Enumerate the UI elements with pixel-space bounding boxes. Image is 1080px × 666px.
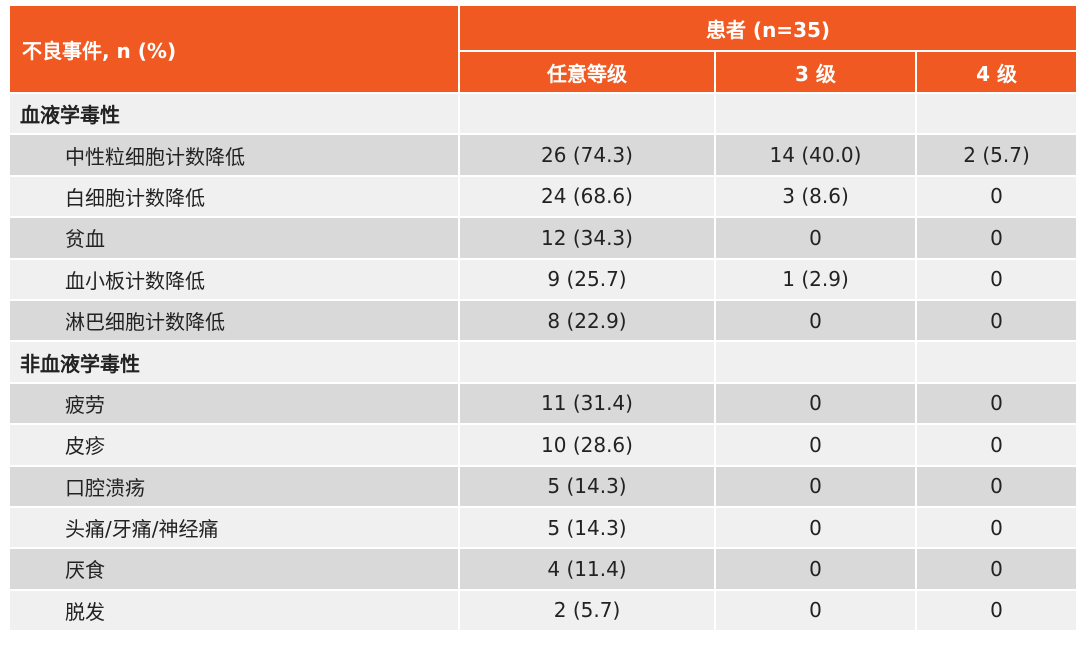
event-name: 头痛/牙痛/神经痛 [8,505,460,550]
section-row: 非血液学毒性 [8,340,1079,384]
event-name: 厌食 [8,547,460,591]
event-name: 白细胞计数降低 [8,174,460,219]
cell-value: 11 (31.4) [458,381,716,426]
section-title: 非血液学毒性 [8,340,460,384]
cell-value: 0 [714,381,917,426]
empty-cell [914,340,1079,384]
cell-value: 12 (34.3) [458,216,716,260]
event-name: 皮疹 [8,423,460,467]
grade-header-row: 任意等级 3 级 4 级 [9,50,1079,94]
empty-cell [714,340,917,384]
cell-value: 1 (2.9) [714,257,917,301]
cell-value: 2 (5.7) [914,133,1079,177]
cell-value: 0 [914,174,1079,219]
data-row: 厌食 4 (11.4) 0 0 [8,547,1079,591]
cell-value: 0 [714,505,917,550]
cell-value: 0 [714,464,917,508]
empty-cell [714,91,917,136]
cell-value: 4 (11.4) [458,547,716,591]
cell-value: 0 [714,547,917,591]
cell-value: 9 (25.7) [458,257,716,301]
cell-value: 3 (8.6) [714,174,917,219]
table-body: 血液学毒性 中性粒细胞计数降低 26 (74.3) 14 (40.0) 2 (5.7) 白… [8,91,1079,633]
cell-value: 0 [714,298,917,343]
cell-value: 8 (22.9) [458,298,716,343]
adverse-events-table: 不良事件, n (%) 患者 (n=35) 任意等级 3 级 4 级 血液学毒性… [8,4,1079,633]
cell-value: 0 [714,423,917,467]
event-name: 中性粒细胞计数降低 [8,133,460,177]
cell-value: 0 [914,505,1079,550]
cell-value: 0 [714,216,917,260]
grade-header: 3 级 [714,50,917,94]
cell-value: 24 (68.6) [458,174,716,219]
data-row: 贫血 12 (34.3) 0 0 [8,216,1079,260]
cell-value: 0 [914,588,1079,633]
cell-value: 5 (14.3) [458,505,716,550]
cell-value: 5 (14.3) [458,464,716,508]
event-name: 淋巴细胞计数降低 [8,298,460,343]
data-row: 脱发 2 (5.7) 0 0 [8,588,1079,633]
event-name: 口腔溃疡 [8,464,460,508]
patients-header: 患者 (n=35) [457,4,1079,52]
cell-value: 26 (74.3) [458,133,716,177]
data-row: 头痛/牙痛/神经痛 5 (14.3) 0 0 [8,505,1079,550]
cell-value: 0 [914,547,1079,591]
data-row: 淋巴细胞计数降低 8 (22.9) 0 0 [8,298,1079,343]
event-name: 疲劳 [8,381,460,426]
event-name: 脱发 [8,588,460,633]
section-row: 血液学毒性 [8,91,1079,136]
empty-cell [914,91,1079,136]
data-row: 皮疹 10 (28.6) 0 0 [8,423,1079,467]
section-title: 血液学毒性 [8,91,460,136]
grade-header: 任意等级 [458,50,716,94]
cell-value: 0 [914,423,1079,467]
cell-value: 0 [714,588,917,633]
empty-cell [458,91,716,136]
cell-value: 2 (5.7) [458,588,716,633]
cell-value: 0 [914,216,1079,260]
data-row: 白细胞计数降低 24 (68.6) 3 (8.6) 0 [8,174,1079,219]
cell-value: 14 (40.0) [714,133,917,177]
event-name: 血小板计数降低 [8,257,460,301]
cell-value: 0 [914,464,1079,508]
event-name: 贫血 [8,216,460,260]
table-header: 不良事件, n (%) 患者 (n=35) 任意等级 3 级 4 级 [8,4,1079,94]
data-row: 口腔溃疡 5 (14.3) 0 0 [8,464,1079,508]
cell-value: 0 [914,381,1079,426]
data-row: 血小板计数降低 9 (25.7) 1 (2.9) 0 [8,257,1079,301]
cell-value: 10 (28.6) [458,423,716,467]
grade-header: 4 级 [914,50,1079,94]
empty-cell [458,340,716,384]
data-row: 疲劳 11 (31.4) 0 0 [8,381,1079,426]
cell-value: 0 [914,298,1079,343]
header-row: 不良事件, n (%) 患者 (n=35) [8,4,1079,94]
cell-value: 0 [914,257,1079,301]
event-header: 不良事件, n (%) [8,4,460,94]
data-row: 中性粒细胞计数降低 26 (74.3) 14 (40.0) 2 (5.7) [8,133,1079,177]
